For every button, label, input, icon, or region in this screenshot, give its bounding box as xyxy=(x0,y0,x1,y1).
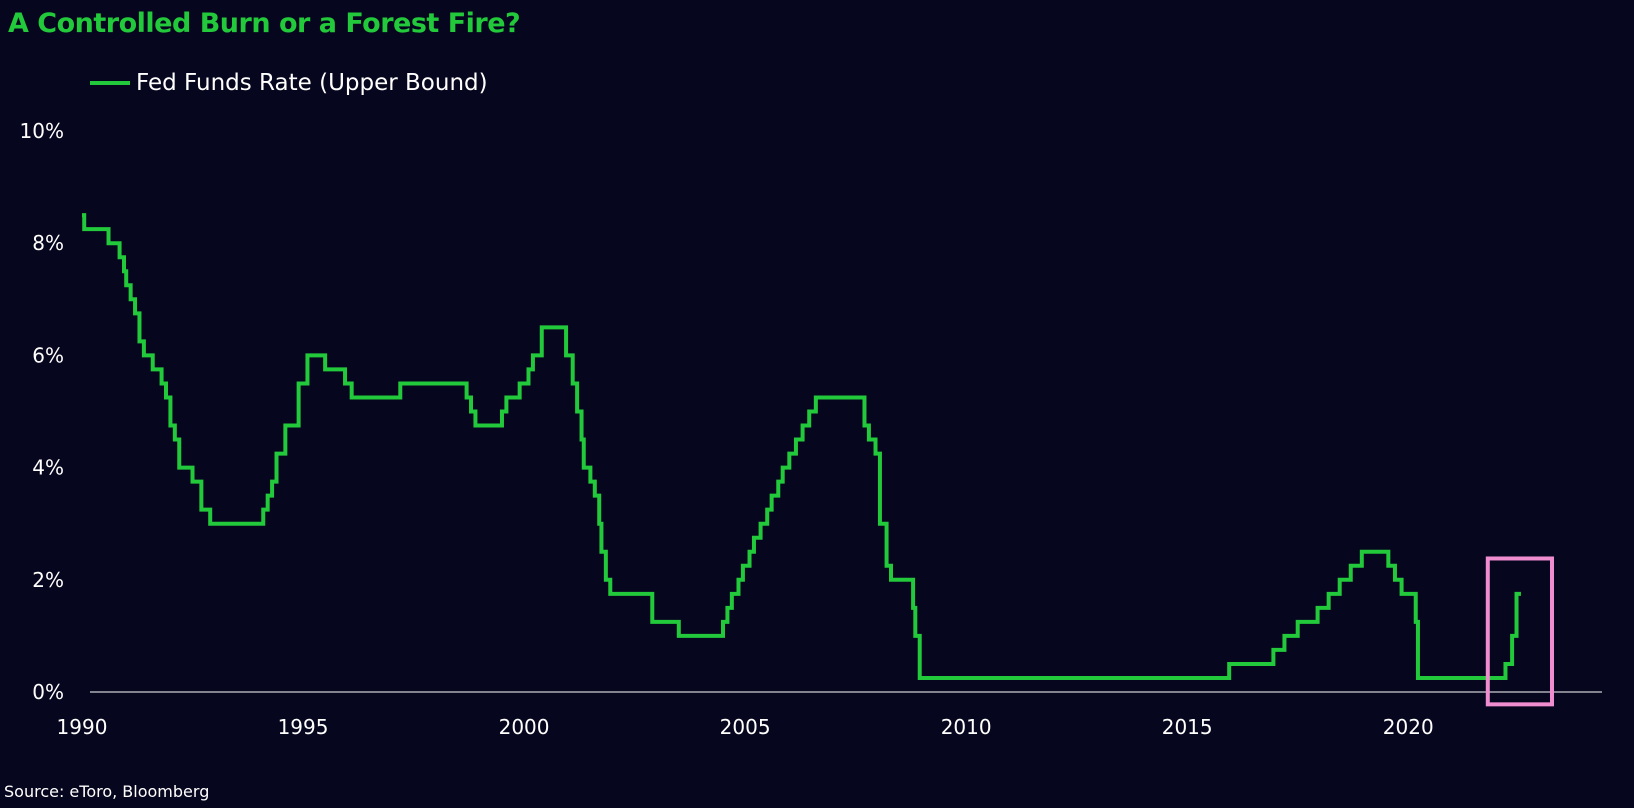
x-tick-label: 2015 xyxy=(1162,715,1213,739)
y-tick-label: 2% xyxy=(32,568,64,592)
x-tick-label: 1995 xyxy=(278,715,329,739)
y-tick-label: 0% xyxy=(32,680,64,704)
chart-title: A Controlled Burn or a Forest Fire? xyxy=(8,8,521,39)
x-tick-label: 2020 xyxy=(1383,715,1434,739)
legend-swatch xyxy=(90,81,130,85)
y-tick-label: 4% xyxy=(32,456,64,480)
rate-series-line xyxy=(82,213,1521,680)
highlight-box xyxy=(1485,556,1555,707)
x-tick-label: 2000 xyxy=(499,715,550,739)
legend: Fed Funds Rate (Upper Bound) xyxy=(90,70,488,96)
source-note: Source: eToro, Bloomberg xyxy=(4,782,210,801)
x-tick-label: 2005 xyxy=(720,715,771,739)
y-tick-label: 10% xyxy=(20,119,64,143)
y-tick-label: 6% xyxy=(32,343,64,367)
x-tick-label: 2010 xyxy=(941,715,992,739)
y-tick-label: 8% xyxy=(32,231,64,255)
x-tick-label: 1990 xyxy=(57,715,108,739)
legend-label: Fed Funds Rate (Upper Bound) xyxy=(136,70,488,96)
